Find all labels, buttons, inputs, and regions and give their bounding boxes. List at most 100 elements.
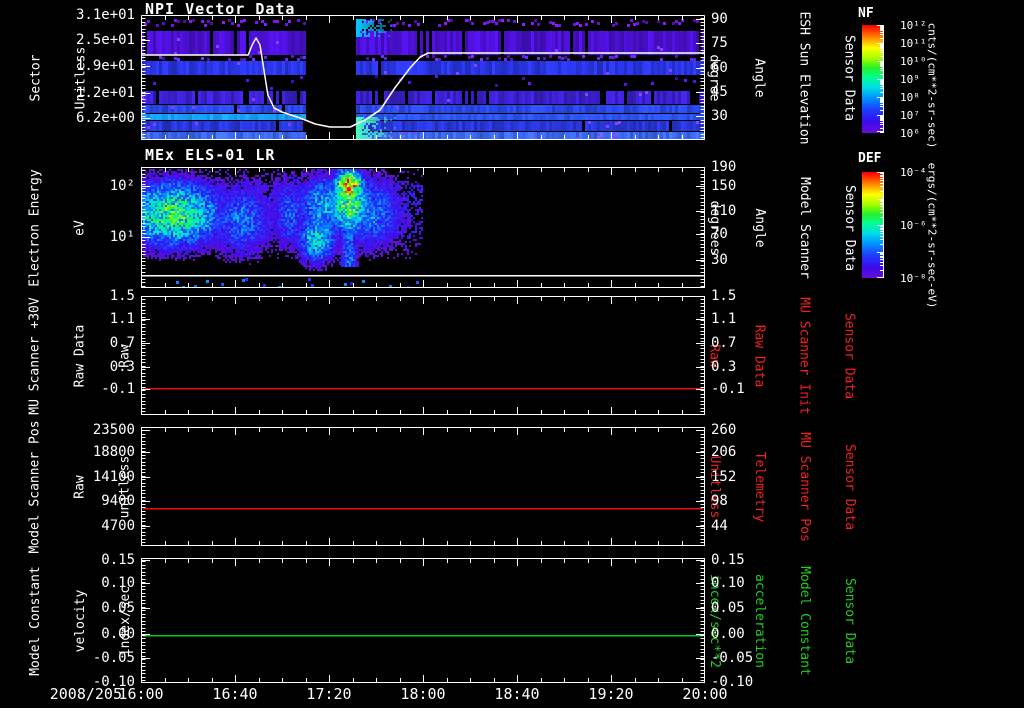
tick-label: 1.5 [711,288,737,304]
tick-label: 70 [711,226,728,242]
colorbar-tick-label: 10¹² [900,19,927,32]
tick-label: 2.5e+01 [75,32,135,48]
axis-label-line: MU Scanner Init [797,296,812,415]
tick-label: 10² [109,178,135,194]
tick-label: 98 [711,493,728,509]
panel1-right-tick-labels: 90 75 60 45 30 [709,11,779,140]
tick-label: 10¹ [109,229,135,245]
tick-label: 9400 [101,493,135,509]
colorbar-tick-label: 10⁷ [900,109,920,122]
els-spectrogram-canvas [141,167,705,288]
tick-label: 3.1e+01 [75,7,135,23]
axis-label-line: MU Scanner Pos [796,431,812,542]
panel5-right-tick-labels: 0.15 0.10 0.05 0.00 -0.05 -0.10 [709,552,779,690]
tick-label: 75 [711,35,728,51]
tick-label: 90 [711,11,728,27]
tick-label: 6.2e+00 [75,110,135,126]
colorbar-tick-label: 10⁹ [900,73,920,86]
tick-label: 0.15 [711,552,745,568]
tick-label: -0.10 [711,674,754,690]
tick-label: 0.10 [101,575,135,591]
nf-colorbar [862,25,884,133]
panel2-left-tick-labels: 10² 10¹ [0,167,138,288]
tick-label: 0.00 [711,626,745,642]
tick-label: 0.05 [101,600,135,616]
tick-label: 0.10 [711,575,745,591]
tick-label: 190 [711,159,737,175]
axis-label-line: Sensor Data [842,34,857,121]
colorbar-tick-label: 10¹¹ [900,37,927,50]
tick-label: 30 [711,108,728,124]
panel2-right-tick-labels: 190 150 110 70 30 [709,159,779,288]
model-constant-plot-canvas [141,558,705,683]
time-tick-label: 16:00 [118,685,164,703]
tick-label: 60 [711,60,728,76]
time-tick-label: 18:00 [400,685,446,703]
axis-label-line: Sensor Data [842,312,857,399]
time-tick-label: 20:00 [682,685,728,703]
tick-label: 0.05 [711,600,745,616]
tick-label: 18800 [92,444,135,460]
tick-label: -0.10 [92,674,135,690]
colorbar-tick-label: 10⁻⁸ [900,272,927,285]
panel3-left-tick-labels: 1.5 1.1 0.7 0.3 -0.1 [0,288,138,415]
def-colorbar [862,172,884,278]
time-tick-label: 18:40 [494,685,540,703]
tick-label: -0.1 [101,381,135,397]
colorbar-tick-label: 10⁶ [900,127,920,140]
tick-label: 1.1 [711,311,737,327]
tick-label: 0.00 [101,626,135,642]
scanner-pos-plot-canvas [141,427,705,546]
axis-label-line: Sensor Data [841,577,857,664]
tick-label: 0.7 [109,335,135,351]
panel4-right-tick-labels: 260 206 152 98 44 [709,422,779,546]
panel1-left-tick-labels: 3.1e+01 2.5e+01 1.9e+01 1.2e+01 6.2e+00 [0,7,138,140]
def-colorbar-units: ergs/(cm**2-sr-sec-eV) [925,162,939,308]
tick-label: 14100 [92,469,135,485]
tick-label: 1.9e+01 [75,58,135,74]
nf-colorbar-units: cnts/(cm**2-sr-sec) [925,22,939,148]
time-tick-label: 19:20 [588,685,634,703]
tick-label: 0.3 [109,359,135,375]
tick-label: 260 [711,422,737,438]
tick-label: -0.1 [711,381,745,397]
colorbar-tick-label: 10⁻⁶ [900,219,927,232]
tick-label: 0.7 [711,335,737,351]
tick-label: 23500 [92,422,135,438]
time-axis-labels: 16:00 16:40 17:20 18:00 18:40 19:20 20:00 [0,685,1024,705]
tick-label: 0.3 [711,359,737,375]
panel5-left-tick-labels: 0.15 0.10 0.05 0.00 -0.05 -0.10 [0,552,138,690]
tick-label: -0.05 [92,650,135,666]
time-tick-label: 17:20 [306,685,352,703]
tick-label: 152 [711,469,737,485]
tick-label: 44 [711,518,728,534]
axis-label-line: Model Constant [796,565,812,676]
tick-label: 150 [711,178,737,194]
panel2-title: MEx ELS-01 LR [145,146,276,164]
axis-label-line: Sensor Data [842,184,857,271]
panel4-left-tick-labels: 23500 18800 14100 9400 4700 [0,422,138,546]
colorbar-tick-label: 10⁸ [900,91,920,104]
tick-label: 1.1 [109,311,135,327]
tick-label: 0.15 [101,552,135,568]
tick-label: 1.2e+01 [75,85,135,101]
mu-scanner-30v-plot-canvas [141,296,705,415]
tick-label: -0.05 [711,650,754,666]
tick-label: 206 [711,444,737,460]
time-tick-label: 16:40 [212,685,258,703]
panel1-title: NPI Vector Data [145,0,296,18]
tick-label: 45 [711,84,728,100]
tick-label: 110 [711,203,737,219]
panel3-right-tick-labels: 1.5 1.1 0.7 0.3 -0.1 [709,288,779,415]
axis-label-line: Sensor Data [841,443,857,530]
axis-label-line: Model Scanner [797,176,812,279]
def-colorbar-tick-labels: 10⁻⁴ 10⁻⁶ 10⁻⁸ [900,166,940,285]
nf-colorbar-tick-labels: 10¹² 10¹¹ 10¹⁰ 10⁹ 10⁸ 10⁷ 10⁶ [900,19,940,140]
axis-label-line: ESH Sun Elevation [797,10,812,145]
def-colorbar-title: DEF [858,151,882,166]
colorbar-tick-label: 10¹⁰ [900,55,927,68]
date-label: 2008/205 [49,685,122,703]
tick-label: 4700 [101,518,135,534]
tick-label: 30 [711,252,728,268]
